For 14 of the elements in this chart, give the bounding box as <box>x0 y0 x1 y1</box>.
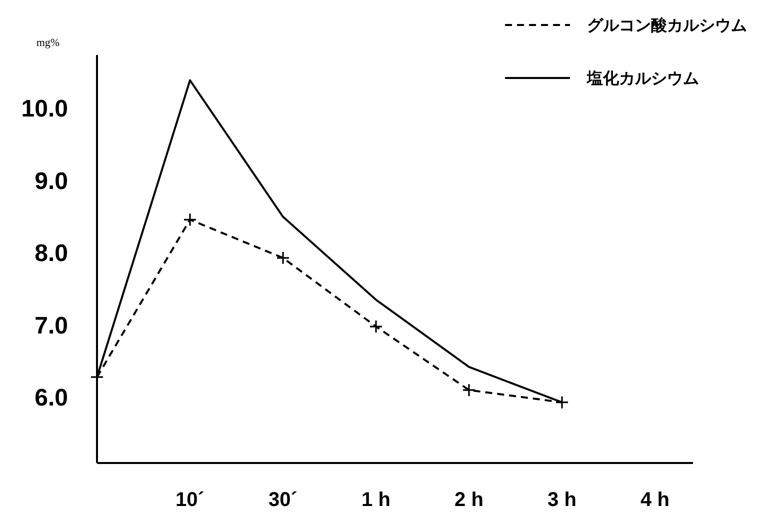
x-tick-label: 2 h <box>454 489 484 511</box>
x-tick-label: 4 h <box>640 489 670 511</box>
x-tick-label: 3 h <box>548 489 576 511</box>
y-tick-label: 10.0 <box>21 96 68 123</box>
y-tick-label: 8.0 <box>34 240 68 268</box>
x-tick-label: 30´ <box>268 489 298 511</box>
x-tick-label: 10´ <box>176 489 204 511</box>
y-tick-label: 6.0 <box>34 384 68 412</box>
legend-label: 塩化カルシウム <box>586 68 699 88</box>
y-axis-title: mg% <box>36 37 60 49</box>
y-tick-label: 9.0 <box>34 168 68 195</box>
x-tick-label: 1 h <box>362 489 390 511</box>
legend-label: グルコン酸カルシウム <box>587 16 747 34</box>
y-tick-label: 7.0 <box>34 312 68 340</box>
